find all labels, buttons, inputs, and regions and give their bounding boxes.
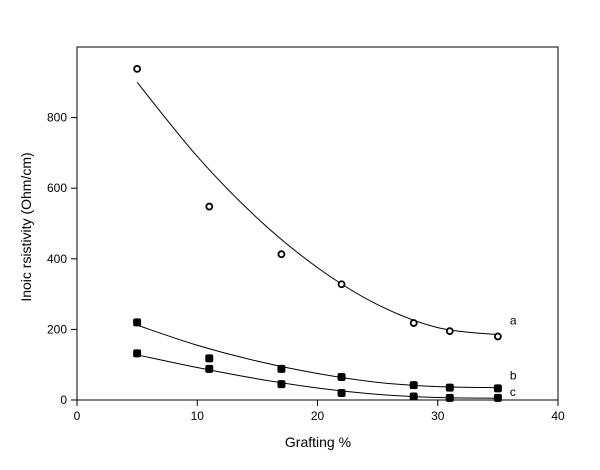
data-points [133, 64, 502, 402]
series-a-point [493, 332, 502, 341]
y-tick-label: 800 [47, 111, 67, 125]
fit-curves [136, 81, 498, 399]
series-c-point [493, 393, 502, 402]
x-tick-label: 40 [551, 409, 565, 423]
series-b-label: b [510, 369, 517, 383]
y-tick-label: 0 [60, 393, 67, 407]
series-c-point [409, 392, 418, 401]
series-a-label: a [510, 314, 517, 328]
series-b-point [409, 381, 418, 390]
series-b-point [493, 384, 502, 393]
y-tick-label: 400 [47, 252, 67, 266]
series-c-point [277, 380, 286, 389]
plot-frame [76, 46, 559, 401]
plot-area-border [76, 46, 559, 401]
series-a-point [205, 202, 214, 211]
series-b-fit-line [136, 324, 498, 389]
series-c-label: c [510, 385, 516, 399]
x-tick-label: 20 [311, 409, 325, 423]
series-a-point [445, 327, 454, 336]
series-a-point [133, 64, 142, 73]
series-b-point [133, 318, 142, 327]
series-a-point [337, 280, 346, 289]
series-a-point [277, 250, 286, 259]
series-a-fit-line [136, 81, 498, 336]
x-tick-label: 10 [191, 409, 205, 423]
y-tick-label: 200 [47, 322, 67, 336]
series-b-point [205, 354, 214, 363]
series-b-point [337, 373, 346, 382]
series-c-fit-line [137, 354, 498, 399]
y-axis-ticks: 0 200 400 600 800 [47, 111, 77, 407]
series-c-point [337, 388, 346, 397]
series-a-point [409, 319, 418, 327]
series-b-point [445, 383, 454, 392]
x-axis-ticks: 0 10 20 30 40 [74, 400, 565, 423]
series-b-point [277, 364, 286, 373]
x-tick-label: 30 [431, 409, 445, 423]
series-labels: a bc [510, 314, 517, 400]
series-c-point [445, 393, 454, 402]
series-c-point [133, 349, 142, 358]
y-tick-label: 600 [47, 181, 67, 195]
x-axis-label: Grafting % [285, 434, 351, 450]
y-axis-label: Inoic rsistivity (Ohm/cm) [18, 152, 34, 301]
x-tick-label: 0 [74, 409, 81, 423]
series-c-point [205, 364, 214, 373]
